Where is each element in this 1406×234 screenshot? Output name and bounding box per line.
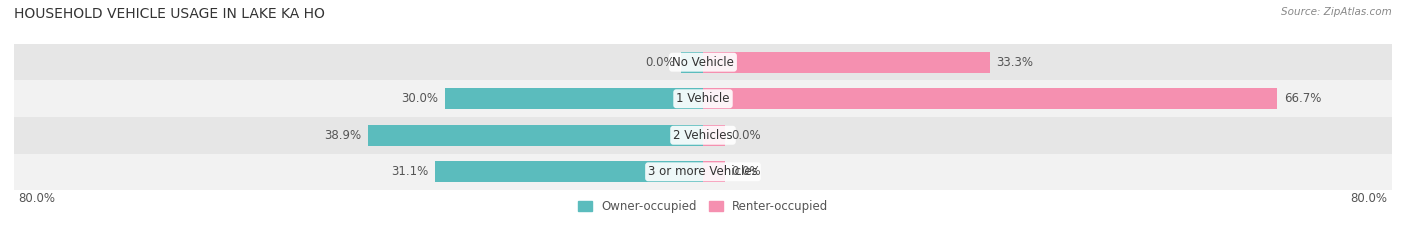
Bar <box>436 161 703 182</box>
Text: 66.7%: 66.7% <box>1284 92 1322 105</box>
Text: 0.0%: 0.0% <box>645 56 675 69</box>
Text: 80.0%: 80.0% <box>1351 191 1388 205</box>
Bar <box>14 117 1392 154</box>
Text: 3 or more Vehicles: 3 or more Vehicles <box>648 165 758 178</box>
Text: 38.9%: 38.9% <box>323 129 361 142</box>
Bar <box>703 88 1278 109</box>
Bar <box>703 52 990 73</box>
Bar <box>703 161 724 182</box>
Text: HOUSEHOLD VEHICLE USAGE IN LAKE KA HO: HOUSEHOLD VEHICLE USAGE IN LAKE KA HO <box>14 7 325 21</box>
Bar <box>368 125 703 146</box>
Bar <box>682 52 703 73</box>
Legend: Owner-occupied, Renter-occupied: Owner-occupied, Renter-occupied <box>578 200 828 213</box>
Bar <box>14 44 1392 80</box>
Bar <box>14 80 1392 117</box>
Text: 31.1%: 31.1% <box>391 165 429 178</box>
Bar <box>14 154 1392 190</box>
Bar <box>703 125 724 146</box>
Bar <box>444 88 703 109</box>
Text: 0.0%: 0.0% <box>731 165 761 178</box>
Text: 30.0%: 30.0% <box>401 92 437 105</box>
Text: 0.0%: 0.0% <box>731 129 761 142</box>
Text: 2 Vehicles: 2 Vehicles <box>673 129 733 142</box>
Text: 80.0%: 80.0% <box>18 191 55 205</box>
Text: Source: ZipAtlas.com: Source: ZipAtlas.com <box>1281 7 1392 17</box>
Text: No Vehicle: No Vehicle <box>672 56 734 69</box>
Text: 1 Vehicle: 1 Vehicle <box>676 92 730 105</box>
Text: 33.3%: 33.3% <box>997 56 1033 69</box>
